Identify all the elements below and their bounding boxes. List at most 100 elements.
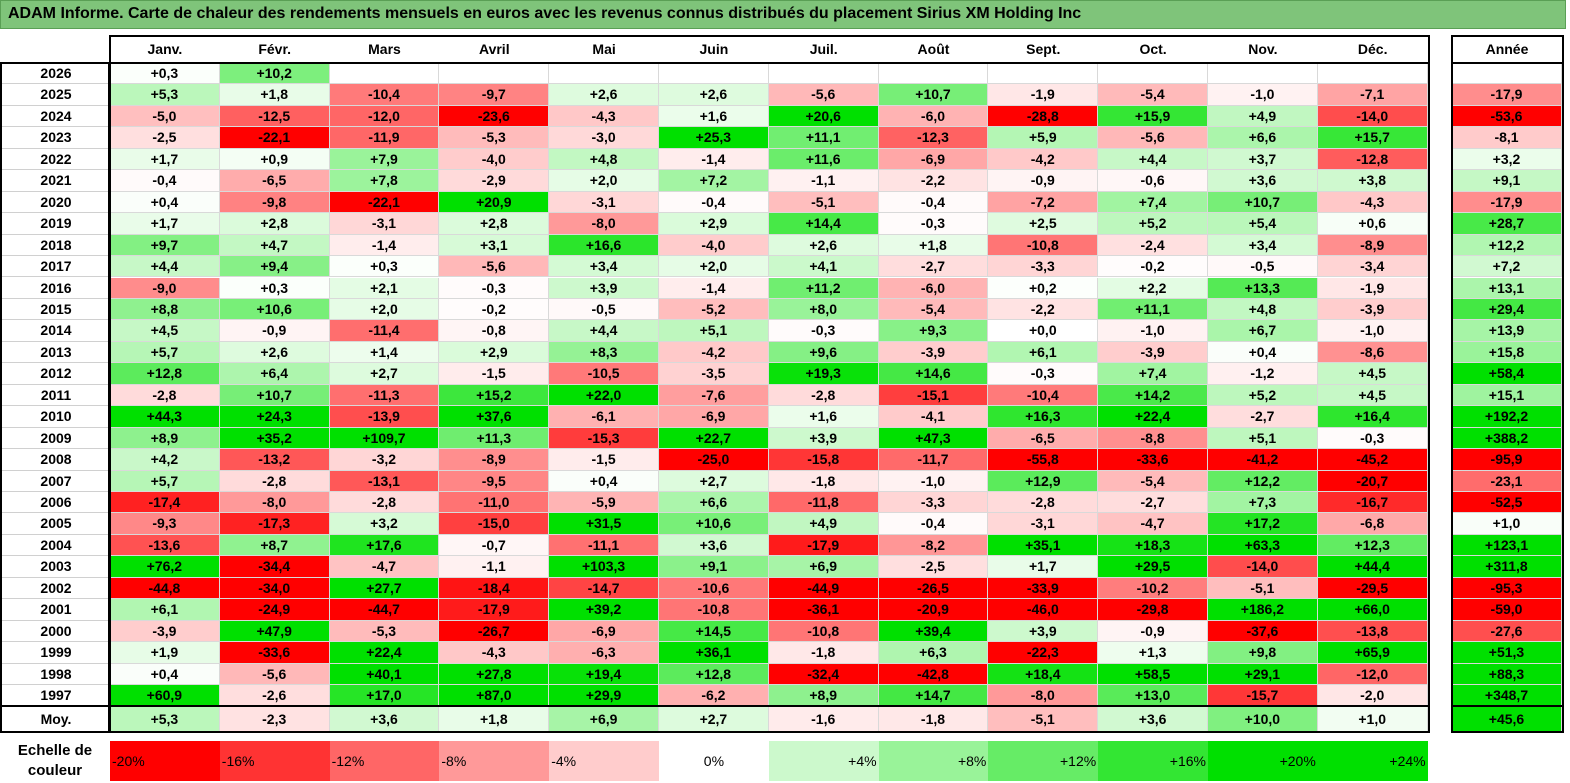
heatmap-cell: -3,1	[329, 213, 440, 235]
heatmap-cell	[549, 63, 659, 85]
year-label: 2021	[2, 170, 110, 192]
year-label: 1997	[2, 685, 110, 707]
heatmap-cell: +40,1	[329, 663, 440, 686]
heatmap-cell: -13,8	[1317, 620, 1428, 643]
heatmap-cell: -2,8	[329, 492, 440, 514]
heatmap-cell: -9,5	[439, 470, 550, 492]
heatmap-cell: +8,8	[110, 298, 220, 321]
heatmap-cell: -0,4	[110, 170, 220, 192]
heatmap-cell: -0,9	[988, 170, 1099, 192]
heatmap-cell: +2,2	[1098, 277, 1208, 299]
heatmap-cell: -55,8	[988, 449, 1099, 471]
heatmap-cell: -10,4	[329, 84, 440, 106]
color-scale-step: +4%	[768, 741, 879, 781]
heatmap-cell: -5,4	[878, 298, 989, 321]
heatmap-cell: -14,0	[1317, 105, 1428, 128]
heatmap-cell: +7,4	[1098, 191, 1208, 214]
heatmap-cell: -3,2	[329, 449, 440, 471]
heatmap-cell: -11,4	[329, 320, 440, 342]
heatmap-cell: -12,3	[878, 127, 989, 149]
heatmap-cell: +2,6	[768, 234, 879, 257]
heatmap-cell: +2,5	[988, 213, 1099, 235]
heatmap-cell: -4,3	[439, 642, 550, 664]
heatmap-cell: +2,6	[549, 84, 659, 106]
average-cell: +3,6	[329, 707, 440, 732]
color-scale-step: +24%	[1317, 741, 1428, 781]
heatmap-cell: +4,4	[549, 320, 659, 342]
year-label: 2022	[2, 148, 110, 171]
heatmap-cell: -5,2	[659, 298, 769, 321]
heatmap-cell: +10,6	[659, 513, 769, 535]
heatmap-cell: +1,7	[110, 148, 220, 171]
heatmap-cell: +63,3	[1208, 534, 1318, 557]
year-label: 2003	[2, 556, 110, 578]
heatmap-cell: -5,6	[768, 84, 879, 106]
heatmap-cell: +1,7	[110, 213, 220, 235]
heatmap-cell: -2,5	[878, 556, 989, 578]
heatmap-cell: -0,3	[439, 277, 550, 299]
heatmap-cell	[439, 63, 550, 85]
heatmap-cell: +12,9	[988, 470, 1099, 492]
heatmap-cell: +31,5	[549, 513, 659, 535]
heatmap-cell: -8,6	[1317, 341, 1428, 364]
heatmap-cell: -32,4	[768, 663, 879, 686]
heatmap-cell: -1,9	[988, 84, 1099, 106]
heatmap-cell: -37,6	[1208, 620, 1318, 643]
heatmap-cell: +3,9	[549, 277, 659, 299]
year-label: 2010	[2, 406, 110, 428]
heatmap-cell: -11,1	[549, 534, 659, 557]
color-scale-step: -16%	[219, 741, 330, 781]
annual-cell: +58,4	[1452, 363, 1562, 385]
heatmap-cell: -0,3	[1317, 427, 1428, 450]
heatmap-cell: +6,7	[1208, 320, 1318, 342]
heatmap-cell: -6,8	[1317, 513, 1428, 535]
heatmap-cell: +5,9	[988, 127, 1099, 149]
heatmap-cell: -25,0	[659, 449, 769, 471]
year-label: 2026	[2, 63, 110, 85]
heatmap-cell: +11,2	[768, 277, 879, 299]
heatmap-cell: -1,1	[439, 556, 550, 578]
heatmap-cell: -2,5	[110, 127, 220, 149]
heatmap-cell: -8,0	[988, 685, 1099, 707]
year-label: 1998	[2, 663, 110, 686]
heatmap-cell: +22,4	[1098, 406, 1208, 428]
annual-cell: -53,6	[1452, 105, 1562, 128]
heatmap-cell: +10,7	[219, 384, 330, 407]
heatmap-cell: +0,4	[549, 470, 659, 492]
heatmap-cell: -0,5	[549, 298, 659, 321]
heatmap-cell: +4,9	[768, 513, 879, 535]
heatmap-cell: +2,7	[659, 470, 769, 492]
heatmap-cell	[1208, 63, 1318, 85]
year-label: 2017	[2, 256, 110, 278]
heatmap-cell: +3,6	[1208, 170, 1318, 192]
heatmap-cell: +12,3	[1317, 534, 1428, 557]
heatmap-cell: -2,2	[988, 298, 1099, 321]
heatmap-cell: -15,1	[878, 384, 989, 407]
heatmap-cell: -0,5	[1208, 256, 1318, 278]
annual-cell: +3,2	[1452, 148, 1562, 171]
heatmap-cell: -2,4	[1098, 234, 1208, 257]
heatmap-cell: +9,4	[219, 256, 330, 278]
month-header: Mars	[329, 37, 440, 62]
heatmap-cell: +29,5	[1098, 556, 1208, 578]
annual-cell: +13,9	[1452, 320, 1562, 342]
heatmap-cell: -20,9	[878, 599, 989, 621]
year-label: 2011	[2, 384, 110, 407]
heatmap-cell: +14,2	[1098, 384, 1208, 407]
heatmap-cell: +15,7	[1317, 127, 1428, 149]
heatmap-cell: +0,3	[329, 256, 440, 278]
heatmap-cell: +2,0	[329, 298, 440, 321]
heatmap-cell: +103,3	[549, 556, 659, 578]
heatmap-cell: +7,8	[329, 170, 440, 192]
heatmap-cell: +10,7	[878, 84, 989, 106]
heatmap-cell: -2,8	[110, 384, 220, 407]
annual-cell: +13,1	[1452, 277, 1562, 299]
heatmap-cell: -15,0	[439, 513, 550, 535]
annual-cell: -23,1	[1452, 470, 1562, 492]
heatmap-cell: +0,3	[219, 277, 330, 299]
heatmap-cell: -45,2	[1317, 449, 1428, 471]
color-scale-step: -8%	[439, 741, 550, 781]
heatmap-cell: -5,1	[768, 191, 879, 214]
heatmap-cell: -11,7	[878, 449, 989, 471]
heatmap-cell: -8,8	[1098, 427, 1208, 450]
